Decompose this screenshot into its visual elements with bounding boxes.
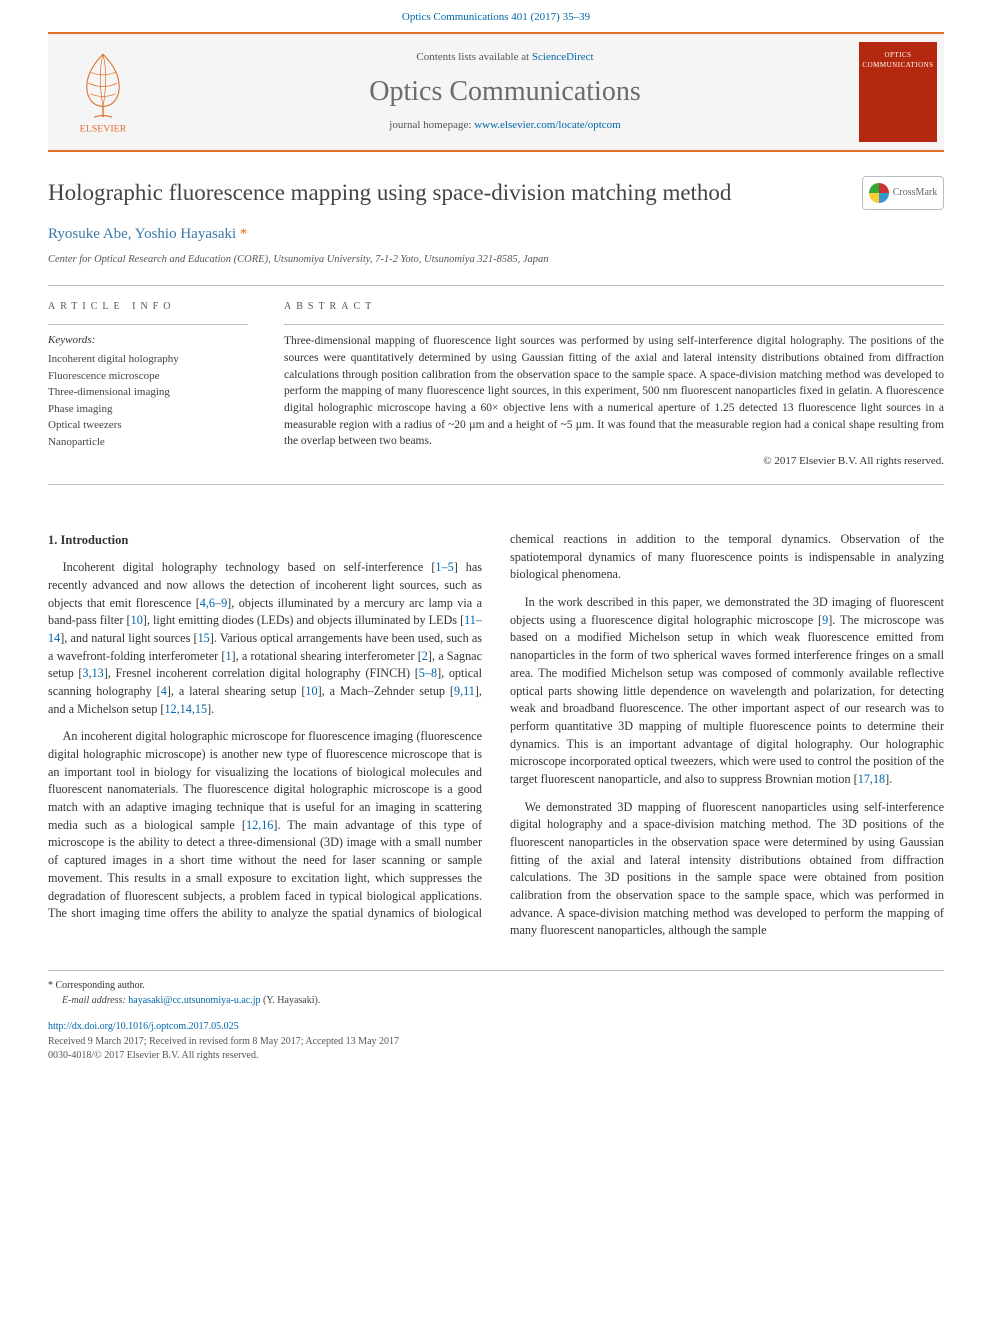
abstract-copyright: © 2017 Elsevier B.V. All rights reserved…	[284, 454, 944, 470]
article-info-column: article info Keywords: Incoherent digita…	[48, 300, 248, 470]
crossmark-icon	[869, 183, 889, 203]
ref-link[interactable]: 4,6–9	[200, 596, 227, 610]
publisher-logo: ELSEVIER	[48, 34, 158, 150]
sciencedirect-link[interactable]: ScienceDirect	[532, 51, 594, 63]
keywords-label: Keywords:	[48, 333, 248, 349]
abstract-heading: abstract	[284, 300, 944, 315]
body-text: 1. Introduction Incoherent digital holog…	[48, 531, 944, 940]
crossmark-badge[interactable]: CrossMark	[862, 176, 944, 210]
doi-block: http://dx.doi.org/10.1016/j.optcom.2017.…	[48, 1020, 944, 1064]
page-citation: Optics Communications 401 (2017) 35–39	[0, 0, 992, 32]
banner-center: Contents lists available at ScienceDirec…	[158, 34, 852, 150]
journal-cover-wrap: OPTICS COMMUNICATIONS	[852, 34, 944, 150]
homepage-line: journal homepage: www.elsevier.com/locat…	[158, 118, 852, 134]
elsevier-tree-icon: ELSEVIER	[63, 47, 143, 137]
info-divider	[48, 324, 248, 325]
publisher-name: ELSEVIER	[80, 124, 127, 135]
paragraph-1: Incoherent digital holography technology…	[48, 559, 482, 718]
ref-link[interactable]: 9,11	[454, 684, 475, 698]
ref-link[interactable]: 5–8	[419, 666, 437, 680]
ref-link[interactable]: 12,16	[246, 818, 273, 832]
abstract-column: abstract Three-dimensional mapping of fl…	[284, 300, 944, 470]
issn-copyright: 0030-4018/© 2017 Elsevier B.V. All right…	[48, 1049, 944, 1064]
info-heading: article info	[48, 300, 248, 315]
corresponding-author-note: * Corresponding author.	[48, 979, 944, 994]
doi-link[interactable]: http://dx.doi.org/10.1016/j.optcom.2017.…	[48, 1021, 239, 1032]
corresponding-mark: *	[236, 226, 247, 242]
article-title: Holographic fluorescence mapping using s…	[48, 176, 844, 209]
abstract-text: Three-dimensional mapping of fluorescenc…	[284, 333, 944, 450]
authors-line: Ryosuke Abe, Yoshio Hayasaki *	[48, 224, 944, 246]
journal-name: Optics Communications	[158, 72, 852, 113]
abstract-divider	[284, 324, 944, 325]
ref-link[interactable]: 1–5	[435, 560, 453, 574]
journal-banner: ELSEVIER Contents lists available at Sci…	[48, 32, 944, 152]
keywords-list: Incoherent digital holography Fluorescen…	[48, 351, 248, 450]
section-1-heading: 1. Introduction	[48, 531, 482, 549]
homepage-link[interactable]: www.elsevier.com/locate/optcom	[474, 119, 621, 131]
ref-link[interactable]: 10	[305, 684, 317, 698]
email-line: E-mail address: hayasaki@cc.utsunomiya-u…	[62, 994, 944, 1009]
divider-top	[48, 285, 944, 286]
paragraph-3: In the work described in this paper, we …	[510, 594, 944, 789]
article-header: Holographic fluorescence mapping using s…	[48, 176, 944, 485]
paragraph-4: We demonstrated 3D mapping of fluorescen…	[510, 799, 944, 941]
ref-link[interactable]: 12,14,15	[164, 702, 207, 716]
citation-text: Optics Communications 401 (2017) 35–39	[402, 11, 590, 23]
ref-link[interactable]: 10	[131, 613, 143, 627]
affiliation: Center for Optical Research and Educatio…	[48, 252, 944, 267]
journal-cover: OPTICS COMMUNICATIONS	[859, 42, 937, 142]
ref-link[interactable]: 15	[198, 631, 210, 645]
divider-bottom	[48, 484, 944, 485]
footnotes: * Corresponding author. E-mail address: …	[48, 970, 944, 1008]
contents-line: Contents lists available at ScienceDirec…	[158, 50, 852, 66]
history-line: Received 9 March 2017; Received in revis…	[48, 1035, 944, 1050]
email-link[interactable]: hayasaki@cc.utsunomiya-u.ac.jp	[128, 995, 260, 1006]
ref-link[interactable]: 3,13	[82, 666, 103, 680]
ref-link[interactable]: 17,18	[858, 772, 885, 786]
crossmark-label: CrossMark	[893, 186, 937, 201]
